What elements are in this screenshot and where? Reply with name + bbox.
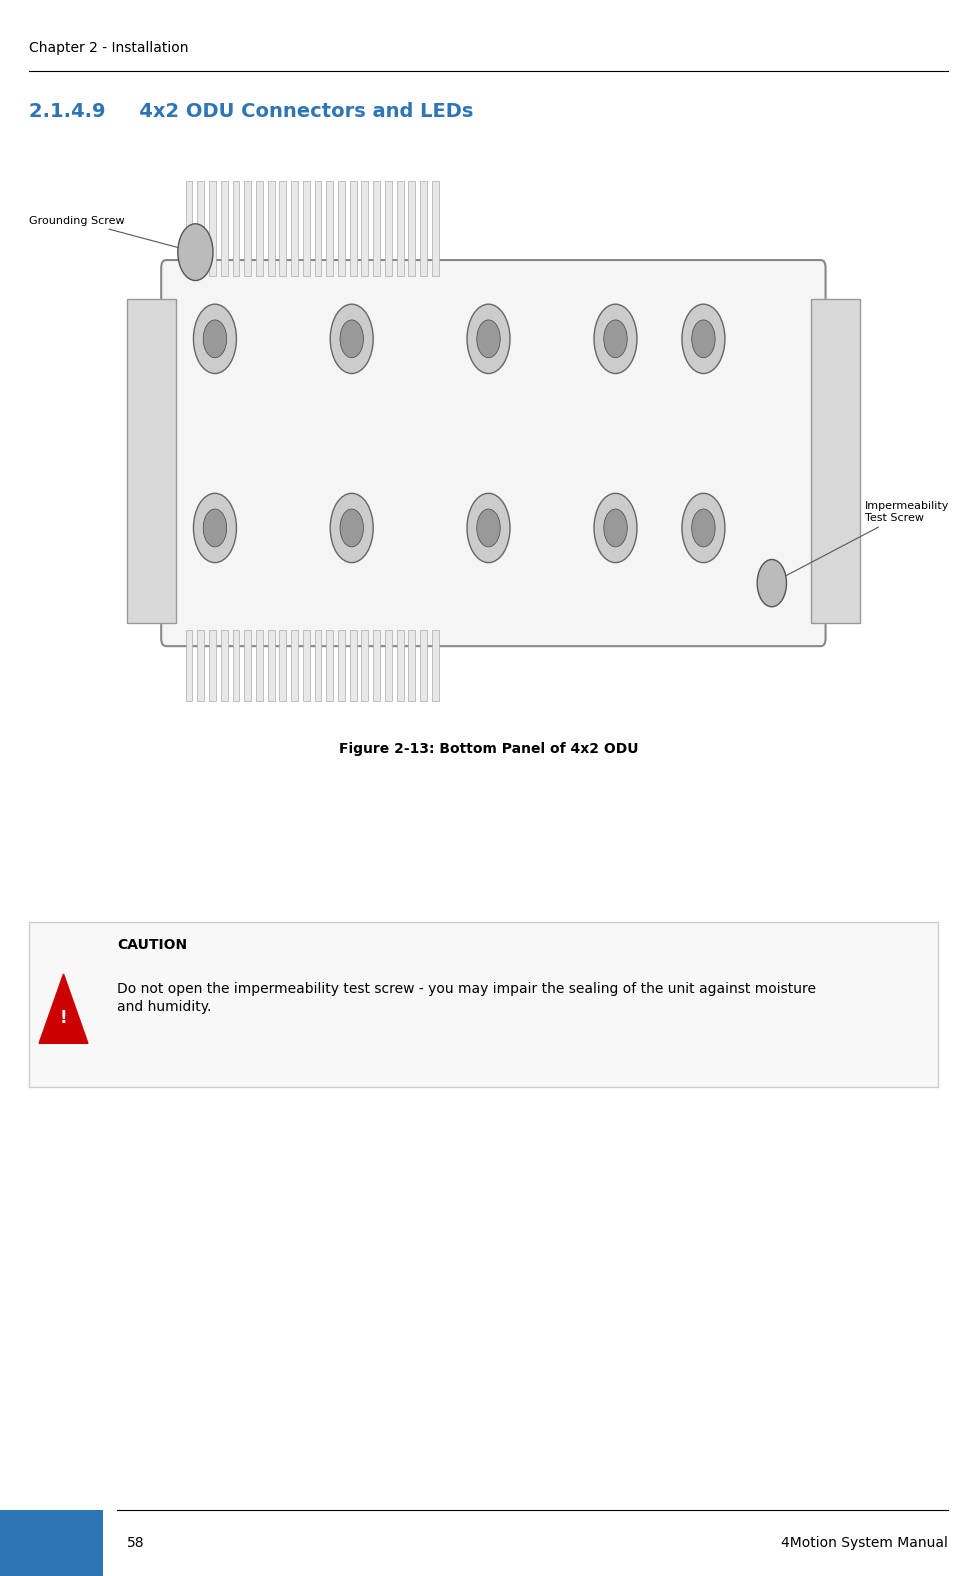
Text: Figure 2-13: Bottom Panel of 4x2 ODU: Figure 2-13: Bottom Panel of 4x2 ODU — [339, 742, 638, 755]
Bar — [326, 181, 333, 276]
Polygon shape — [39, 974, 88, 1043]
Circle shape — [682, 304, 725, 374]
Circle shape — [594, 493, 637, 563]
Bar — [197, 630, 204, 701]
Bar — [303, 181, 310, 276]
Bar — [811, 299, 860, 623]
Bar — [315, 630, 321, 701]
Bar — [408, 181, 415, 276]
Bar — [186, 630, 192, 701]
Bar — [244, 630, 251, 701]
Bar — [221, 181, 228, 276]
Bar — [279, 181, 286, 276]
Circle shape — [203, 509, 227, 547]
Bar — [338, 181, 345, 276]
Bar — [268, 181, 275, 276]
Circle shape — [477, 509, 500, 547]
Circle shape — [193, 493, 236, 563]
Circle shape — [594, 304, 637, 374]
Bar — [397, 630, 404, 701]
FancyBboxPatch shape — [161, 260, 826, 646]
Bar — [244, 181, 251, 276]
Bar — [127, 299, 176, 623]
Circle shape — [330, 493, 373, 563]
Text: 58: 58 — [127, 1537, 145, 1549]
Circle shape — [692, 509, 715, 547]
Text: Do not open the impermeability test screw - you may impair the sealing of the un: Do not open the impermeability test scre… — [117, 982, 816, 1015]
Bar — [186, 181, 192, 276]
Bar — [315, 181, 321, 276]
Bar — [0, 1510, 103, 1576]
Bar — [397, 181, 404, 276]
Circle shape — [604, 320, 627, 358]
Bar — [432, 630, 439, 701]
Bar — [408, 630, 415, 701]
Bar — [209, 630, 216, 701]
Circle shape — [178, 224, 213, 281]
Bar — [420, 630, 427, 701]
Bar — [385, 630, 392, 701]
Bar — [256, 181, 263, 276]
Bar — [197, 181, 204, 276]
Bar — [420, 181, 427, 276]
Bar — [326, 630, 333, 701]
Circle shape — [757, 559, 786, 607]
Circle shape — [682, 493, 725, 563]
Bar — [233, 630, 239, 701]
Bar — [385, 181, 392, 276]
Text: Chapter 2 - Installation: Chapter 2 - Installation — [29, 41, 189, 55]
Bar — [373, 630, 380, 701]
Bar — [350, 181, 357, 276]
Circle shape — [467, 304, 510, 374]
Circle shape — [193, 304, 236, 374]
Text: 4Motion System Manual: 4Motion System Manual — [781, 1537, 948, 1549]
Circle shape — [340, 320, 363, 358]
Bar — [303, 630, 310, 701]
Bar — [361, 181, 368, 276]
Bar — [361, 630, 368, 701]
Bar — [233, 181, 239, 276]
Circle shape — [203, 320, 227, 358]
Bar — [221, 630, 228, 701]
Circle shape — [692, 320, 715, 358]
Bar — [256, 630, 263, 701]
Bar — [209, 181, 216, 276]
Circle shape — [477, 320, 500, 358]
Text: !: ! — [60, 1009, 67, 1028]
Circle shape — [330, 304, 373, 374]
Bar — [338, 630, 345, 701]
Bar — [373, 181, 380, 276]
Bar — [432, 181, 439, 276]
Bar — [279, 630, 286, 701]
Bar — [268, 630, 275, 701]
Bar — [350, 630, 357, 701]
Circle shape — [604, 509, 627, 547]
Bar — [291, 630, 298, 701]
Text: CAUTION: CAUTION — [117, 938, 188, 952]
Circle shape — [467, 493, 510, 563]
Text: Grounding Screw: Grounding Screw — [29, 216, 192, 252]
Bar — [291, 181, 298, 276]
Circle shape — [340, 509, 363, 547]
Text: 2.1.4.9     4x2 ODU Connectors and LEDs: 2.1.4.9 4x2 ODU Connectors and LEDs — [29, 102, 474, 121]
FancyBboxPatch shape — [29, 922, 938, 1087]
Text: Impermeability
Test Screw: Impermeability Test Screw — [775, 501, 949, 582]
